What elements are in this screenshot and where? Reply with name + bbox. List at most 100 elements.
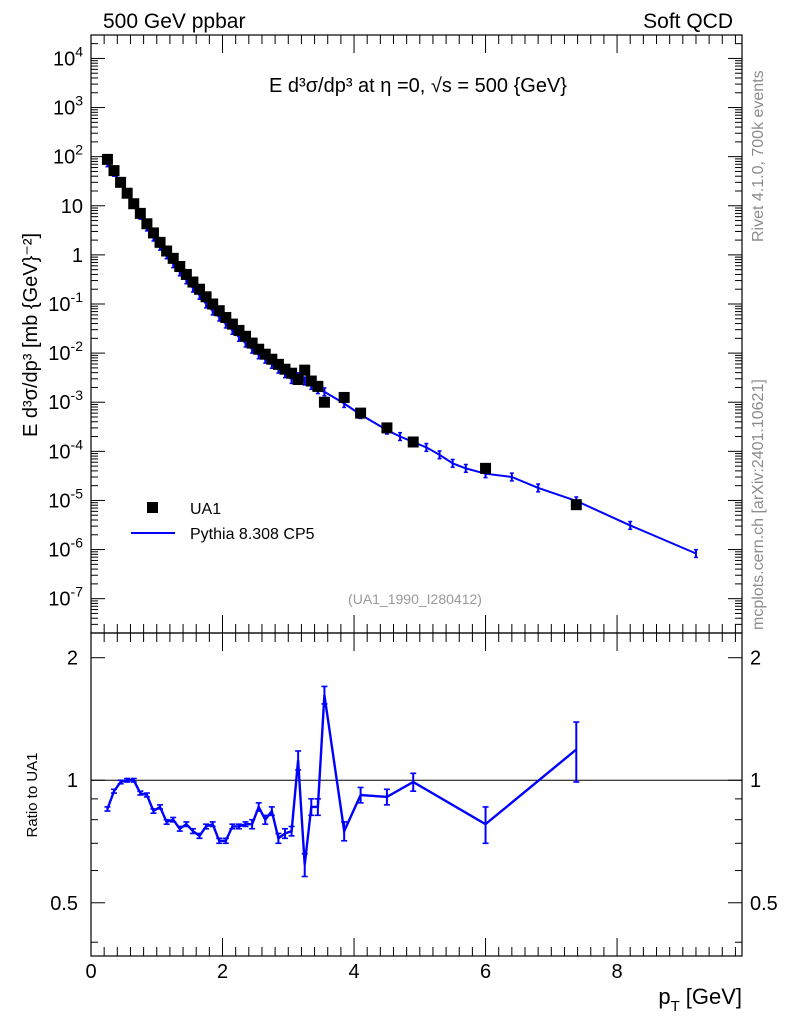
data-point xyxy=(286,367,298,379)
data-point xyxy=(161,245,173,257)
y-tick-label-exp: -4 xyxy=(71,436,84,452)
y-tick-label-base: 10 xyxy=(48,540,70,562)
y-tick-label: 10 xyxy=(61,196,83,218)
y-tick-label: 102 xyxy=(53,142,83,169)
data-point xyxy=(338,391,350,403)
y-tick-label-base: 10 xyxy=(48,490,70,512)
data-point xyxy=(318,396,330,408)
ratio-plot-frame xyxy=(90,632,743,957)
data-point xyxy=(253,343,265,355)
data-point xyxy=(355,407,367,419)
plot-title: E d³σ/dp³ at η =0, √s = 500 {GeV} xyxy=(269,75,567,97)
data-points xyxy=(101,153,582,511)
analysis-tag: (UA1_1990_I280412) xyxy=(348,591,482,607)
legend-marker-data xyxy=(147,502,158,513)
ratio-tick-label: 1 xyxy=(67,770,78,792)
data-point xyxy=(174,261,186,273)
legend-label-data: UA1 xyxy=(190,501,221,518)
ratio-plot: Ratio to UA1 210.5 210.5 xyxy=(24,632,778,957)
data-point xyxy=(187,276,199,288)
data-point xyxy=(292,374,304,386)
y-tick-label-base: 10 xyxy=(48,441,70,463)
y-tick-label-exp: -2 xyxy=(71,338,84,354)
x-tick-label: 2 xyxy=(217,961,228,983)
data-point xyxy=(570,499,582,511)
x-tick-label: 4 xyxy=(348,961,359,983)
y-tick-label-base: 10 xyxy=(48,343,70,365)
ratio-axis-ticks xyxy=(90,633,742,956)
y-tick-label-exp: 3 xyxy=(75,93,83,109)
y-tick-label: 10-4 xyxy=(48,436,83,463)
y-tick-label-exp: -6 xyxy=(71,535,84,551)
y-tick-label: 103 xyxy=(53,93,83,120)
ratio-tick-label: 0.5 xyxy=(750,893,778,915)
y-tick-label-exp: -1 xyxy=(71,289,84,305)
ratio-tick-label: 2 xyxy=(750,648,761,670)
mc-series-line xyxy=(106,162,697,555)
y-tick-label-base: 1 xyxy=(72,245,83,267)
x-tick-labels: 0 2 4 6 8 xyxy=(85,961,622,983)
y-tick-label-base: 10 xyxy=(53,98,75,120)
data-point xyxy=(115,176,127,188)
data-point xyxy=(128,198,140,210)
data-point xyxy=(154,236,166,248)
data-point xyxy=(272,358,284,370)
data-point xyxy=(180,268,192,280)
y-tick-label: 10-5 xyxy=(48,485,83,512)
header-right-label: Soft QCD xyxy=(643,10,733,33)
data-point xyxy=(240,330,252,342)
data-point xyxy=(312,380,324,392)
mcplots-label: mcplots.cern.ch [arXiv:2401.10621] xyxy=(750,379,767,630)
data-point xyxy=(167,252,179,264)
y-tick-label-exp: -7 xyxy=(71,584,84,600)
legend: UA1 Pythia 8.308 CP5 xyxy=(131,501,315,543)
legend-label-mc: Pythia 8.308 CP5 xyxy=(190,526,315,543)
x-axis-label-main: p xyxy=(658,984,670,1009)
data-point xyxy=(226,318,238,330)
y-tick-label-exp: 4 xyxy=(75,43,83,59)
ratio-tick-labels-right: 210.5 xyxy=(750,648,778,915)
data-point xyxy=(121,187,133,199)
y-tick-label: 10-1 xyxy=(48,289,83,316)
ratio-tick-labels-left: 210.5 xyxy=(50,648,78,915)
y-tick-label-base: 10 xyxy=(61,196,83,218)
data-point xyxy=(141,218,153,230)
y-tick-label: 10-7 xyxy=(48,584,83,611)
data-point xyxy=(101,153,113,165)
data-point xyxy=(259,348,271,360)
y-tick-label-exp: 2 xyxy=(75,142,83,158)
ratio-tick-label: 1 xyxy=(750,770,761,792)
header-left-label: 500 GeV ppbar xyxy=(103,10,245,33)
y-axis-label: E d³σ/dp³ [mb {GeV}⁻²] xyxy=(20,233,42,437)
data-point xyxy=(207,298,219,310)
data-point xyxy=(407,436,419,448)
data-point xyxy=(200,291,212,303)
rivet-version-label: Rivet 4.1.0, 700k events xyxy=(750,70,767,242)
data-point xyxy=(246,337,258,349)
data-point xyxy=(134,207,146,219)
ratio-tick-label: 2 xyxy=(67,648,78,670)
data-point xyxy=(108,165,120,177)
y-tick-label-base: 10 xyxy=(53,147,75,169)
y-tick-label: 1 xyxy=(72,245,83,267)
y-tick-label: 10-6 xyxy=(48,535,83,562)
x-tick-label: 6 xyxy=(480,961,491,983)
y-tick-label-base: 10 xyxy=(48,589,70,611)
x-tick-label: 8 xyxy=(611,961,622,983)
y-tick-label-base: 10 xyxy=(53,48,75,70)
x-axis-label-unit: [GeV] xyxy=(686,984,742,1009)
data-point xyxy=(381,422,393,434)
ratio-error-bars xyxy=(104,685,580,878)
main-axis-ticks xyxy=(90,34,742,634)
data-point xyxy=(279,363,291,375)
data-point xyxy=(220,312,232,324)
mc-error-bars xyxy=(105,158,698,559)
data-point xyxy=(299,364,311,376)
y-tick-label-base: 10 xyxy=(48,294,70,316)
x-axis-label-sub: T xyxy=(671,998,680,1015)
ratio-tick-label: 0.5 xyxy=(50,893,78,915)
y-tick-label-exp: -5 xyxy=(71,485,84,501)
ratio-line xyxy=(106,694,578,865)
y-tick-label-base: 10 xyxy=(48,392,70,414)
